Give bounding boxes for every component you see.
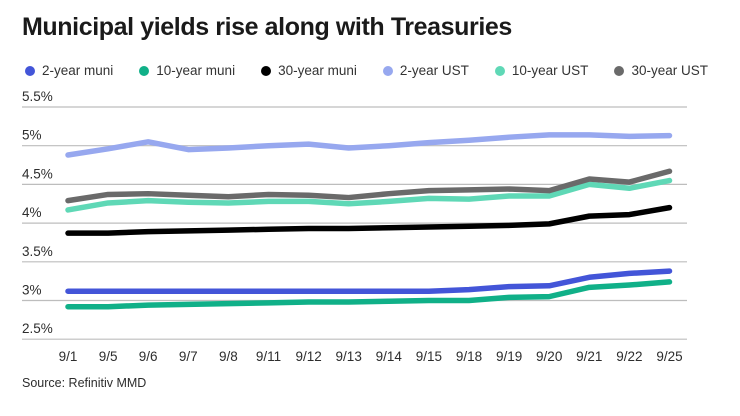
- y-tick-label: 3.5%: [22, 244, 53, 259]
- x-tick-label: 9/25: [656, 349, 682, 364]
- legend-label: 2-year UST: [399, 63, 469, 78]
- legend-label: 10-year muni: [156, 63, 236, 78]
- legend-label: 2-year muni: [42, 63, 114, 78]
- legend-dot-icon: [25, 65, 35, 76]
- x-tick-label: 9/20: [536, 349, 562, 364]
- legend-item-30-year-ust: 30-year UST: [614, 63, 708, 78]
- legend-label: 10-year UST: [511, 63, 589, 78]
- series-line-10-year-ust: [65, 177, 673, 213]
- x-tick-label: 9/21: [576, 349, 602, 364]
- y-tick-label: 4.5%: [22, 166, 53, 181]
- x-tick-label: 9/14: [376, 349, 403, 364]
- legend-item-30-year-muni: 30-year muni: [261, 63, 357, 78]
- series-line-30-year-ust: [65, 168, 673, 204]
- x-tick-label: 9/8: [219, 349, 238, 364]
- y-tick-label: 2.5%: [22, 321, 53, 336]
- chart-title: Municipal yields rise along with Treasur…: [22, 13, 512, 41]
- series-line-2-year-muni: [65, 268, 673, 294]
- legend-item-2-year-muni: 2-year muni: [25, 63, 113, 78]
- x-tick-label: 9/1: [59, 349, 78, 364]
- x-tick-label: 9/15: [416, 349, 442, 364]
- x-tick-label: 9/5: [99, 349, 118, 364]
- x-tick-label: 9/12: [295, 349, 321, 364]
- legend-label: 30-year UST: [631, 63, 708, 78]
- x-tick-label: 9/7: [179, 349, 198, 364]
- legend-item-10-year-muni: 10-year muni: [139, 63, 235, 78]
- legend-dot-icon: [261, 65, 272, 76]
- series-line-2-year-ust: [65, 132, 673, 158]
- y-tick-label: 3%: [22, 283, 42, 298]
- legend-dot-icon: [614, 65, 625, 76]
- legend: 2-year muni 10-year muni 30-year muni 2-yea…: [25, 63, 708, 78]
- source-note: Source: Refinitiv MMD: [22, 376, 147, 390]
- legend-dot-icon: [382, 65, 393, 76]
- series-line-30-year-muni: [65, 204, 673, 236]
- x-tick-label: 9/22: [616, 349, 642, 364]
- legend-dot-icon: [139, 65, 150, 76]
- x-tick-label: 9/11: [256, 349, 281, 364]
- series-line-10-year-muni: [65, 279, 673, 310]
- x-tick-label: 9/19: [496, 349, 522, 364]
- legend-item-10-year-ust: 10-year UST: [494, 63, 589, 78]
- x-tick-label: 9/13: [336, 349, 362, 364]
- y-tick-label: 5%: [22, 128, 42, 143]
- legend-label: 30-year muni: [278, 63, 357, 78]
- legend-item-2-year-ust: 2-year UST: [382, 63, 469, 78]
- x-tick-label: 9/6: [139, 349, 158, 364]
- y-tick-label: 4%: [22, 205, 42, 220]
- x-tick-label: 9/18: [456, 349, 482, 364]
- legend-dot-icon: [494, 65, 505, 76]
- y-tick-label: 5.5%: [22, 89, 53, 104]
